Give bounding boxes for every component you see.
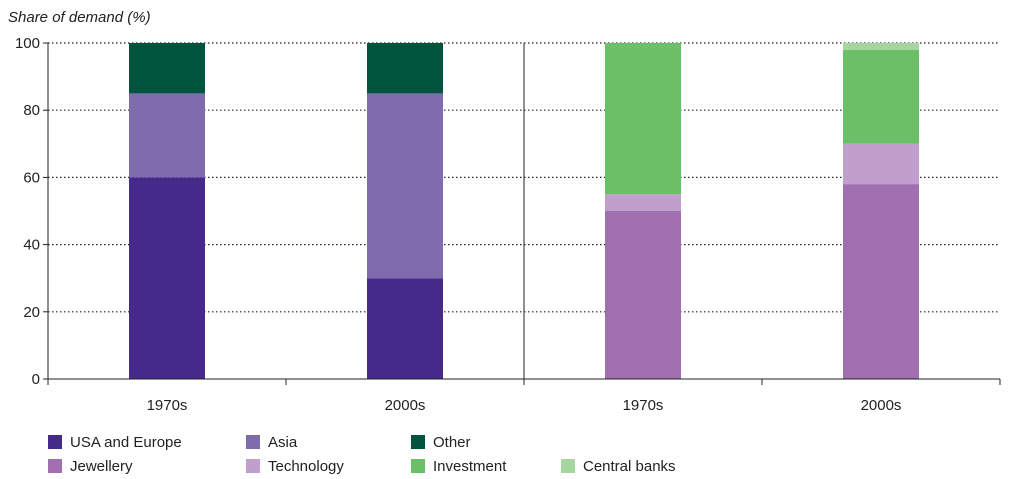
legend-label: Technology [268, 457, 344, 475]
legend-label: Central banks [583, 457, 676, 475]
bar-segment-technology [605, 194, 681, 211]
x-tick-label: 2000s [385, 397, 426, 414]
legend-swatch [561, 459, 575, 473]
legend-swatch [48, 435, 62, 449]
legend-label: Investment [433, 457, 507, 475]
bar-segment-asia [129, 93, 205, 178]
legend-item: Jewellery [48, 458, 246, 475]
axes [43, 42, 1001, 385]
x-tick-label: 1970s [147, 397, 188, 414]
bars [129, 43, 919, 379]
legend-item: Asia [246, 434, 411, 451]
bar-segment-jewellery [843, 184, 919, 379]
y-tick-label: 100 [15, 35, 40, 52]
legend-item: Other [411, 434, 571, 451]
legend-item: Technology [246, 458, 411, 475]
bar-segment-investment [843, 49, 919, 144]
legend-item: USA and Europe [48, 434, 246, 451]
legend-label: Asia [268, 433, 298, 451]
legend-label: Other [433, 433, 471, 451]
legend-row: USA and Europe Asia Other [48, 430, 948, 454]
tick-labels: 0 20 40 60 80 100 1970s 2000s 1970s 2000s [15, 35, 901, 414]
x-tick-label: 1970s [623, 397, 664, 414]
y-tick-label: 0 [32, 371, 40, 388]
legend-label: Jewellery [70, 457, 133, 475]
y-tick-label: 60 [23, 169, 40, 186]
bar-segment-other [367, 43, 443, 94]
bar-segment-central-banks [843, 43, 919, 50]
bar-segment-technology [843, 143, 919, 185]
y-tick-label: 40 [23, 237, 40, 254]
legend-item: Central banks [561, 458, 721, 475]
legend-swatch [48, 459, 62, 473]
y-tick-label: 20 [23, 304, 40, 321]
legend-swatch [246, 459, 260, 473]
legend-swatch [411, 459, 425, 473]
legend-swatch [411, 435, 425, 449]
bar-segment-other [129, 43, 205, 94]
y-axis-title: Share of demand (%) [8, 9, 151, 26]
legend-item: Investment [411, 458, 561, 475]
legend: USA and Europe Asia Other Jewellery Technolo… [48, 430, 948, 478]
bar-segment-investment [605, 43, 681, 195]
bar-segment-jewellery [605, 211, 681, 379]
bar-segment-asia [367, 93, 443, 279]
legend-swatch [246, 435, 260, 449]
bar-segment-usa-and-europe [367, 278, 443, 379]
legend-row: Jewellery Technology Investment Central ban… [48, 454, 948, 478]
bar-segment-usa-and-europe [129, 177, 205, 379]
y-tick-label: 80 [23, 102, 40, 119]
x-tick-label: 2000s [861, 397, 902, 414]
legend-label: USA and Europe [70, 433, 182, 451]
